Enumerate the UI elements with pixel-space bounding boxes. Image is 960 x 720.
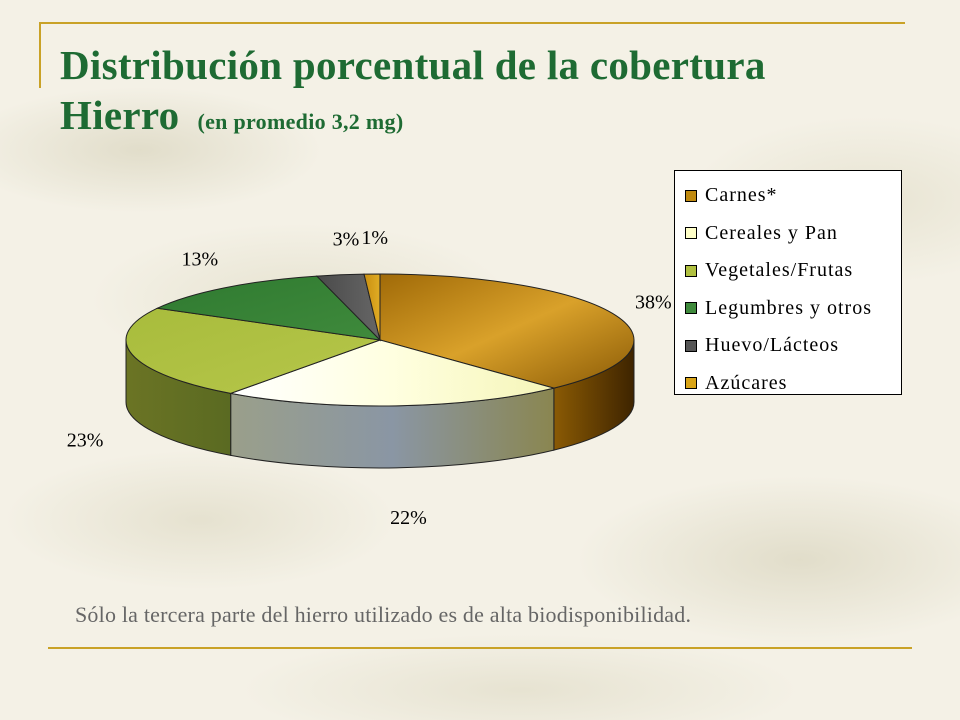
legend-swatch-huevo-lacteos xyxy=(685,339,697,352)
data-label-legumbres-y-otros: 13% xyxy=(181,248,218,270)
title-main: Hierro xyxy=(60,92,180,138)
legend-item-legumbres-y-otros: Legumbres y otros xyxy=(685,290,901,328)
legend-item-huevo-lacteos: Huevo/Lácteos xyxy=(685,327,901,365)
pie-slice-azucares xyxy=(363,273,381,341)
left-rule xyxy=(39,22,41,88)
chart-legend: Carnes* Cereales y Pan Vegetales/Frutas Leg… xyxy=(674,170,902,395)
pie-slice-vegetales-frutas xyxy=(125,307,381,394)
data-label-carnes: 38% xyxy=(635,291,672,313)
legend-item-carnes: Carnes* xyxy=(685,177,901,215)
pie-slice-carnes xyxy=(379,273,635,389)
legend-label-huevo-lacteos: Huevo/Lácteos xyxy=(705,334,840,357)
title-line-2: Hierro (en promedio 3,2 mg) xyxy=(60,90,766,147)
legend-item-azucares: Azúcares xyxy=(685,365,901,403)
data-label-vegetales-frutas: 23% xyxy=(67,429,104,451)
legend-swatch-azucares xyxy=(685,377,697,390)
data-label-cereales-y-pan: 22% xyxy=(390,507,427,529)
legend-label-cereales-y-pan: Cereales y Pan xyxy=(705,221,838,244)
page-title: Distribución porcentual de la cobertura … xyxy=(60,40,766,147)
bottom-rule xyxy=(48,647,912,649)
legend-label-vegetales-frutas: Vegetales/Frutas xyxy=(705,259,854,282)
legend-label-legumbres-y-otros: Legumbres y otros xyxy=(705,296,872,319)
legend-swatch-carnes xyxy=(685,189,697,202)
legend-item-vegetales-frutas: Vegetales/Frutas xyxy=(685,252,901,290)
footnote: Sólo la tercera parte del hierro utiliza… xyxy=(75,602,692,627)
pie-slice-legumbres-y-otros xyxy=(155,275,382,341)
legend-label-carnes: Carnes* xyxy=(705,184,778,207)
data-label-huevo-lacteos: 3% xyxy=(333,228,360,250)
title-subtitle: (en promedio 3,2 mg) xyxy=(197,109,404,134)
title-line-1: Distribución porcentual de la cobertura xyxy=(60,42,766,88)
legend-item-cereales-y-pan: Cereales y Pan xyxy=(685,215,901,253)
legend-swatch-legumbres-y-otros xyxy=(685,302,697,315)
legend-label-azucares: Azúcares xyxy=(705,371,788,394)
pie-slice-cereales-y-pan xyxy=(228,339,556,407)
data-label-azucares: 1% xyxy=(361,227,388,249)
top-rule xyxy=(39,22,905,24)
legend-swatch-cereales-y-pan xyxy=(685,227,697,240)
legend-swatch-vegetales-frutas xyxy=(685,264,697,277)
